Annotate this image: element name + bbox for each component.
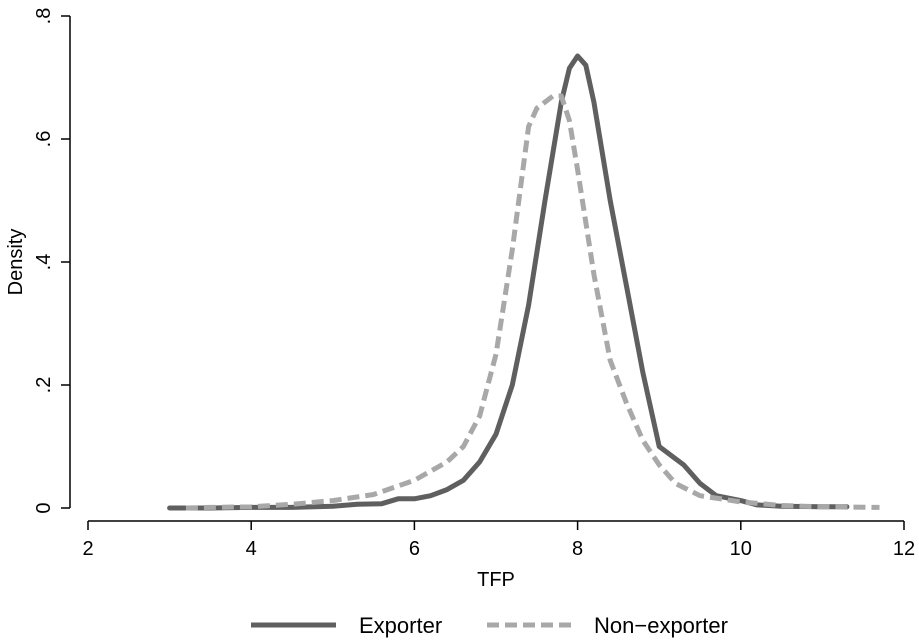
legend: Exporter Non−exporter (251, 613, 728, 638)
series-lines (167, 53, 880, 511)
y-axis-title: Density (5, 229, 27, 296)
x-axis-title: TFP (477, 569, 515, 591)
plot-area: 2 4 6 8 10 12 0 .2 .4 .6 .8 (33, 8, 915, 560)
x-tick-label: 10 (730, 538, 752, 560)
series-line-non-exporter (185, 93, 880, 511)
y-tick-label: .4 (33, 254, 55, 271)
y-tick-label: .2 (33, 377, 55, 394)
x-tick-label: 6 (409, 538, 420, 560)
y-tick-label: .6 (33, 131, 55, 148)
legend-label: Non−exporter (594, 613, 728, 638)
y-tick-label: .8 (33, 8, 55, 25)
y-tick-label: 0 (33, 502, 55, 513)
x-axis-ticks: 2 4 6 8 10 12 (82, 521, 915, 560)
x-tick-label: 8 (572, 538, 583, 560)
y-axis-ticks: 0 .2 .4 .6 .8 (33, 8, 70, 514)
x-tick-label: 2 (82, 538, 93, 560)
x-tick-label: 4 (246, 538, 257, 560)
legend-label: Exporter (359, 613, 442, 638)
x-tick-label: 12 (893, 538, 915, 560)
series-line-exporter (167, 53, 850, 511)
